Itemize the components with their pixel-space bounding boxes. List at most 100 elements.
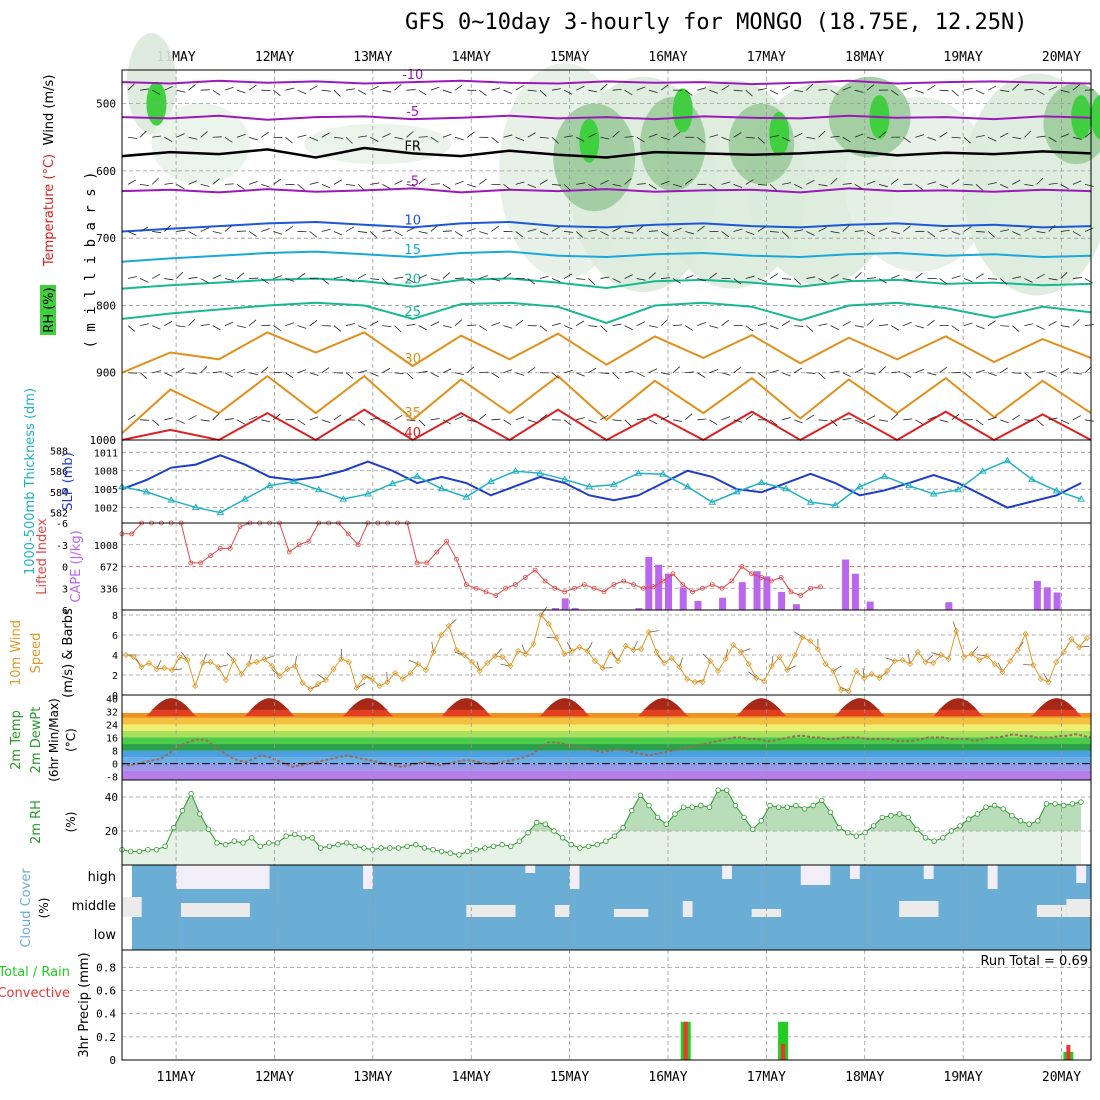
rh-marker	[369, 847, 376, 853]
wind-marker	[376, 682, 383, 690]
wind-barb	[430, 225, 438, 232]
rh-marker	[732, 802, 739, 809]
wind-barb	[891, 371, 901, 374]
thickness-marker	[364, 489, 372, 497]
rh-marker	[214, 840, 220, 846]
rh-marker	[438, 848, 445, 855]
wind-marker	[1083, 634, 1091, 642]
wind-barb	[624, 231, 634, 234]
wind-barb	[733, 132, 742, 138]
wind-barb	[273, 89, 281, 97]
wind-barb	[878, 227, 888, 232]
wind-barb	[357, 184, 365, 191]
wind-barb	[1084, 324, 1094, 327]
wind-barb	[273, 413, 281, 421]
legend-wind: Wind (m/s)	[42, 75, 57, 146]
wind-barb	[927, 319, 935, 326]
wind-barb	[660, 277, 671, 279]
wind-marker	[737, 648, 745, 656]
wind-barb	[224, 225, 233, 232]
rh-tick: 20	[105, 825, 118, 838]
wind-marker	[822, 660, 829, 668]
wind-marker	[707, 657, 714, 665]
wind-barb	[842, 136, 851, 143]
thickness-marker	[388, 479, 397, 487]
li-marker	[818, 584, 823, 590]
wind-panel: 2 4 6 8 0 10m Wind Speed (m/s) & Barbs	[9, 606, 1092, 702]
temp-tick: 16	[106, 734, 118, 745]
wind-barb	[600, 325, 608, 333]
wind-barb	[709, 89, 719, 94]
wind-barb	[672, 131, 681, 138]
wind-barb	[309, 320, 318, 326]
cape-bar	[551, 608, 559, 610]
wind-marker	[1014, 646, 1021, 654]
wind-marker	[484, 659, 491, 667]
wind-marker	[1060, 648, 1068, 656]
wind-marker	[292, 662, 299, 670]
wind-barb	[576, 136, 585, 142]
wind-marker	[876, 674, 883, 682]
wind-barb	[673, 324, 683, 327]
wind-barb	[769, 135, 779, 138]
wind-barb	[794, 229, 804, 232]
wind-barb	[988, 278, 998, 280]
wind-barb	[890, 178, 899, 185]
rh-marker	[335, 841, 341, 848]
wind-marker	[130, 653, 137, 661]
wind-barb	[406, 183, 416, 187]
wind-barb	[345, 323, 355, 327]
wind-barb	[1048, 224, 1056, 232]
date-tick-top: 15MAY	[550, 50, 589, 65]
wind-barb	[818, 372, 826, 380]
wind-barb	[551, 278, 561, 283]
wind-barb	[854, 272, 862, 279]
wind-barb	[951, 413, 960, 421]
wind-barb	[200, 131, 208, 138]
wind-barb	[757, 183, 767, 186]
li-marker	[798, 593, 804, 598]
wind-barb	[358, 370, 367, 374]
wind-barb	[733, 278, 742, 285]
wind-barb	[164, 86, 173, 91]
wind-barb	[939, 89, 949, 92]
wind-tick: 2	[112, 671, 118, 682]
rh-marker	[292, 831, 298, 838]
cloud-gap	[800, 865, 831, 885]
wind-barb	[830, 325, 839, 330]
wind-barb	[684, 89, 693, 96]
wind-barb	[806, 83, 814, 91]
wind-barb	[1036, 273, 1045, 279]
wind-barb	[224, 321, 234, 327]
rh-marker	[689, 804, 695, 810]
li-marker	[532, 567, 538, 573]
rh-marker	[1017, 818, 1024, 824]
rh-marker	[516, 838, 523, 844]
wind-barb	[794, 132, 803, 138]
cape-tick: 672	[100, 563, 118, 574]
temp-band	[122, 712, 1091, 718]
slp-tick: 1008	[94, 467, 118, 478]
rh-axis-label: 2m RH	[29, 800, 44, 844]
wind-barb	[273, 231, 283, 235]
wind-barb	[127, 83, 135, 91]
date-tick-top: 18MAY	[845, 50, 884, 65]
wind-barb	[588, 278, 596, 285]
li-marker	[709, 582, 715, 588]
wind-marker	[399, 675, 406, 683]
wind-barb	[152, 231, 162, 234]
wind-barb	[612, 130, 620, 138]
wind-marker	[507, 662, 514, 670]
temp-axis-label: (6hr Min/Max)	[47, 698, 61, 782]
wind-barb	[1060, 325, 1070, 328]
rh-marker	[387, 845, 393, 851]
li-marker	[788, 589, 794, 595]
wind-barb	[1060, 229, 1070, 232]
wind-barb	[781, 136, 791, 142]
wind-barb	[563, 370, 573, 374]
wind-barb	[188, 415, 197, 421]
cape-bar	[1043, 587, 1051, 610]
wind-marker	[699, 678, 706, 686]
wind-barb	[1024, 372, 1032, 379]
wind-barb	[152, 135, 162, 138]
